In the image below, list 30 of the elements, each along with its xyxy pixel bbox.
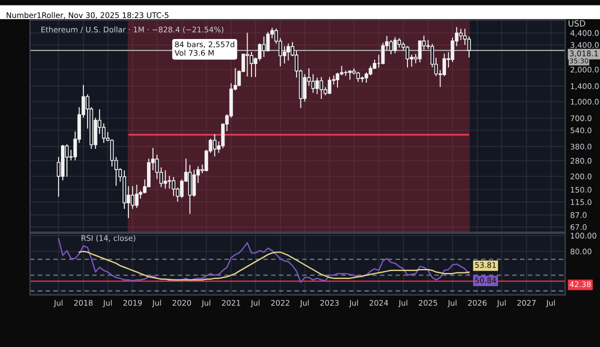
candlestick	[130, 186, 134, 209]
candlestick	[65, 144, 69, 177]
candlestick	[459, 28, 463, 40]
candlestick	[393, 37, 397, 54]
candlestick	[406, 46, 410, 68]
candlestick	[364, 72, 368, 83]
candlestick	[164, 170, 168, 189]
candlestick	[188, 164, 192, 214]
candlestick	[360, 76, 364, 82]
candlestick	[246, 32, 250, 76]
candlestick	[262, 36, 266, 57]
candlestick	[328, 77, 332, 94]
candlestick	[286, 43, 290, 61]
candlestick	[389, 40, 393, 54]
candlestick	[311, 74, 315, 93]
candlestick	[302, 74, 307, 102]
candlestick	[418, 40, 422, 62]
candlestick	[102, 123, 106, 143]
candlestick	[442, 54, 446, 76]
candlestick	[192, 170, 196, 197]
line-series	[78, 250, 470, 281]
candlestick	[381, 42, 385, 64]
y-axis-title: USD	[568, 20, 586, 27]
candlestick	[320, 77, 324, 100]
candlestick	[258, 43, 262, 61]
candlestick	[344, 70, 348, 76]
candlestick	[315, 78, 319, 94]
candlestick	[135, 184, 139, 208]
candlestick	[212, 134, 216, 156]
candlestick	[467, 36, 471, 58]
